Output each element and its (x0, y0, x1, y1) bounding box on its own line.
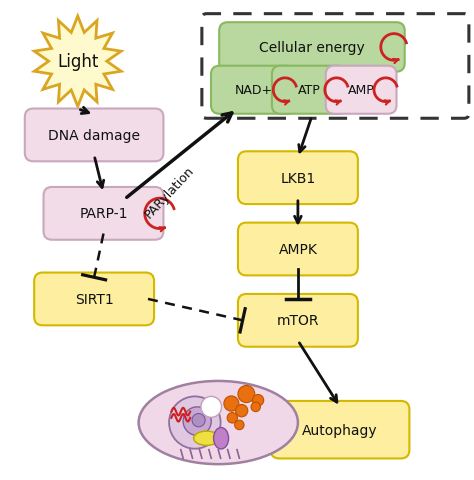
Circle shape (183, 407, 211, 435)
Ellipse shape (138, 381, 298, 464)
Circle shape (192, 414, 205, 427)
Text: LKB1: LKB1 (280, 171, 316, 185)
FancyBboxPatch shape (44, 188, 164, 240)
FancyBboxPatch shape (238, 223, 358, 276)
FancyBboxPatch shape (219, 23, 405, 72)
FancyBboxPatch shape (25, 109, 164, 162)
Ellipse shape (214, 428, 228, 449)
Circle shape (169, 396, 220, 449)
Circle shape (227, 413, 237, 423)
FancyBboxPatch shape (238, 152, 358, 204)
Text: PARP-1: PARP-1 (79, 207, 128, 221)
Text: NAD+: NAD+ (234, 84, 273, 97)
FancyBboxPatch shape (211, 67, 296, 115)
Text: AMPK: AMPK (278, 242, 317, 256)
FancyBboxPatch shape (326, 67, 397, 115)
Text: SIRT1: SIRT1 (75, 292, 113, 306)
Circle shape (253, 395, 264, 406)
FancyBboxPatch shape (271, 401, 410, 458)
FancyBboxPatch shape (238, 294, 358, 347)
Ellipse shape (194, 431, 219, 445)
Polygon shape (34, 17, 121, 107)
Text: Cellular energy: Cellular energy (259, 41, 365, 55)
Circle shape (201, 396, 221, 418)
Circle shape (236, 405, 248, 417)
FancyBboxPatch shape (34, 273, 154, 325)
Text: Light: Light (57, 53, 99, 71)
Circle shape (235, 420, 244, 430)
Text: mTOR: mTOR (277, 313, 319, 328)
Text: AMP: AMP (348, 84, 374, 97)
Text: DNA damage: DNA damage (48, 129, 140, 143)
Circle shape (224, 396, 239, 411)
Text: PARylation: PARylation (142, 164, 196, 221)
Circle shape (238, 385, 255, 403)
Text: Autophagy: Autophagy (302, 423, 378, 437)
Circle shape (251, 402, 260, 412)
Text: ATP: ATP (298, 84, 321, 97)
FancyBboxPatch shape (272, 67, 347, 115)
